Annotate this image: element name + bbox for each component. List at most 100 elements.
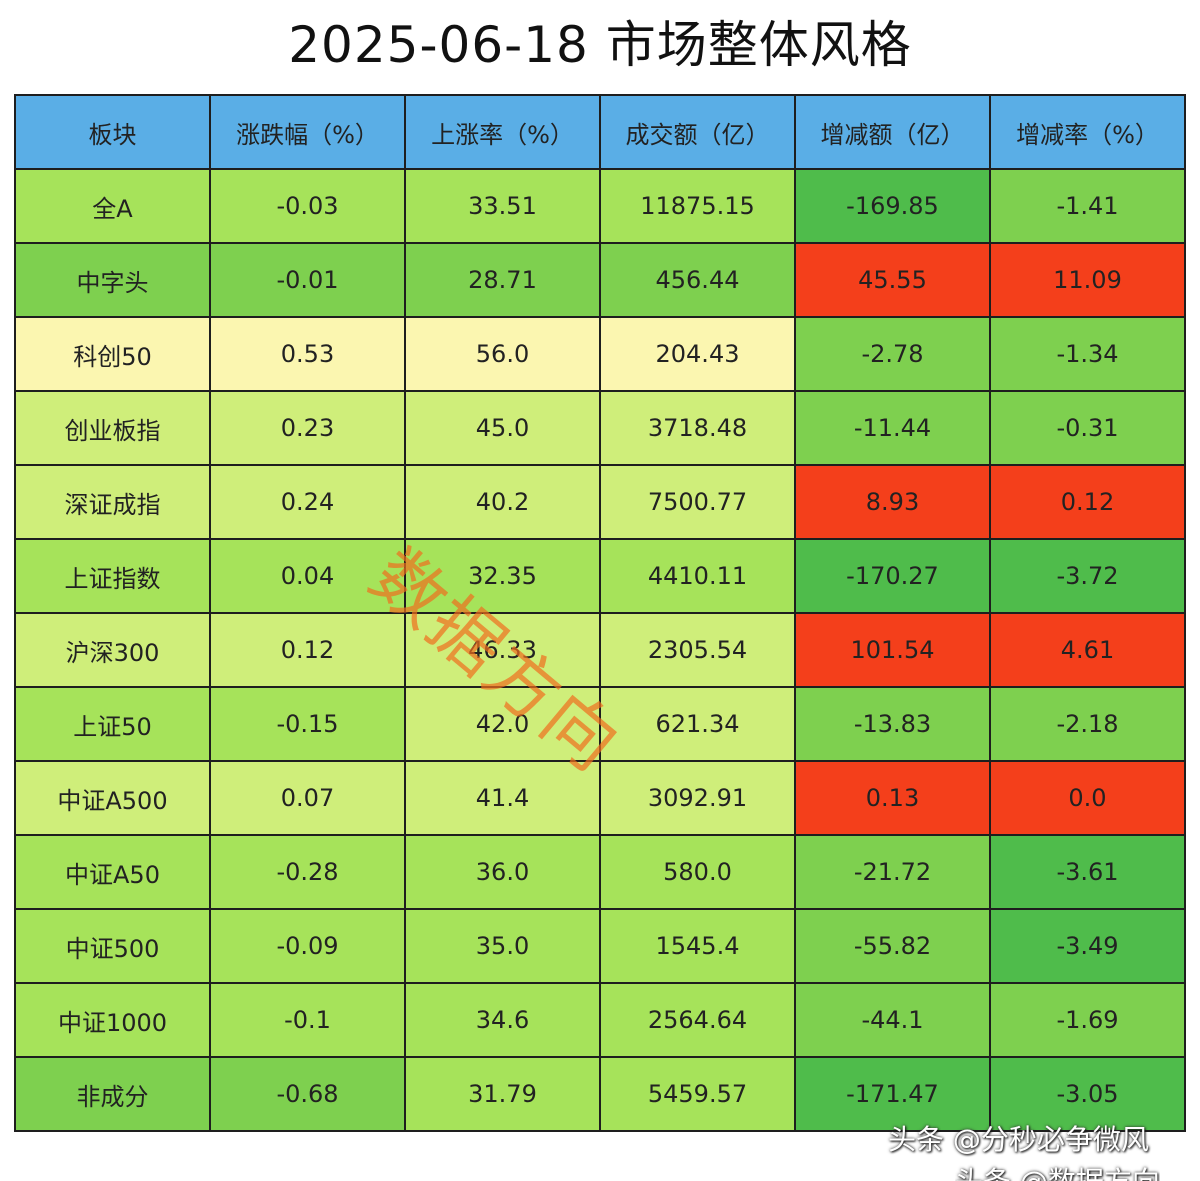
- value-cell: 3092.91: [599, 760, 796, 836]
- sector-name-cell: 全A: [14, 168, 211, 244]
- value-cell: 7500.77: [599, 464, 796, 540]
- table-body: 全A -0.03 33.51 11875.15 -169.85 -1.41 中字头 -0.01…: [14, 168, 1186, 1132]
- table-row: 中证A500 0.07 41.4 3092.91 0.13 0.0: [14, 760, 1186, 836]
- value-cell: 204.43: [599, 316, 796, 392]
- value-cell: 28.71: [404, 242, 601, 318]
- sector-name-cell: 中字头: [14, 242, 211, 318]
- value-cell: -44.1: [794, 982, 991, 1058]
- value-cell: 36.0: [404, 834, 601, 910]
- value-cell: 33.51: [404, 168, 601, 244]
- sector-name-cell: 中证A500: [14, 760, 211, 836]
- value-cell: 45.0: [404, 390, 601, 466]
- column-header: 增减额（亿）: [794, 94, 991, 170]
- sector-name-cell: 中证500: [14, 908, 211, 984]
- value-cell: 4.61: [989, 612, 1186, 688]
- value-cell: 580.0: [599, 834, 796, 910]
- value-cell: 41.4: [404, 760, 601, 836]
- value-cell: -0.31: [989, 390, 1186, 466]
- value-cell: 0.07: [209, 760, 406, 836]
- value-cell: -2.18: [989, 686, 1186, 762]
- value-cell: -0.1: [209, 982, 406, 1058]
- table-row: 全A -0.03 33.51 11875.15 -169.85 -1.41: [14, 168, 1186, 244]
- value-cell: 42.0: [404, 686, 601, 762]
- table-row: 沪深300 0.12 46.33 2305.54 101.54 4.61: [14, 612, 1186, 688]
- sector-name-cell: 中证1000: [14, 982, 211, 1058]
- table-row: 科创50 0.53 56.0 204.43 -2.78 -1.34: [14, 316, 1186, 392]
- value-cell: 11875.15: [599, 168, 796, 244]
- table-row: 中证500 -0.09 35.0 1545.4 -55.82 -3.49: [14, 908, 1186, 984]
- sector-name-cell: 上证指数: [14, 538, 211, 614]
- value-cell: -169.85: [794, 168, 991, 244]
- value-cell: -0.28: [209, 834, 406, 910]
- value-cell: -1.69: [989, 982, 1186, 1058]
- value-cell: -0.15: [209, 686, 406, 762]
- value-cell: 0.12: [989, 464, 1186, 540]
- table-row: 深证成指 0.24 40.2 7500.77 8.93 0.12: [14, 464, 1186, 540]
- value-cell: 56.0: [404, 316, 601, 392]
- value-cell: -55.82: [794, 908, 991, 984]
- value-cell: -2.78: [794, 316, 991, 392]
- source-credit: 头条 @数据方向: [955, 1160, 1160, 1181]
- value-cell: 0.53: [209, 316, 406, 392]
- table-row: 中证A50 -0.28 36.0 580.0 -21.72 -3.61: [14, 834, 1186, 910]
- sector-name-cell: 深证成指: [14, 464, 211, 540]
- value-cell: -13.83: [794, 686, 991, 762]
- value-cell: 40.2: [404, 464, 601, 540]
- value-cell: -171.47: [794, 1056, 991, 1132]
- market-style-table: 板块 涨跌幅（%） 上涨率（%） 成交额（亿） 增减额（亿） 增减率（%） 全A -0.03…: [14, 94, 1186, 1132]
- value-cell: 2564.64: [599, 982, 796, 1058]
- sector-name-cell: 科创50: [14, 316, 211, 392]
- table-row: 创业板指 0.23 45.0 3718.48 -11.44 -0.31: [14, 390, 1186, 466]
- value-cell: -21.72: [794, 834, 991, 910]
- sector-name-cell: 非成分: [14, 1056, 211, 1132]
- value-cell: 45.55: [794, 242, 991, 318]
- sector-name-cell: 上证50: [14, 686, 211, 762]
- value-cell: -3.05: [989, 1056, 1186, 1132]
- value-cell: 0.24: [209, 464, 406, 540]
- column-header: 板块: [14, 94, 211, 170]
- sector-name-cell: 创业板指: [14, 390, 211, 466]
- value-cell: -3.49: [989, 908, 1186, 984]
- value-cell: -170.27: [794, 538, 991, 614]
- value-cell: 3718.48: [599, 390, 796, 466]
- value-cell: -1.41: [989, 168, 1186, 244]
- value-cell: -11.44: [794, 390, 991, 466]
- table-row: 非成分 -0.68 31.79 5459.57 -171.47 -3.05: [14, 1056, 1186, 1132]
- value-cell: 32.35: [404, 538, 601, 614]
- value-cell: 0.0: [989, 760, 1186, 836]
- value-cell: 621.34: [599, 686, 796, 762]
- value-cell: 5459.57: [599, 1056, 796, 1132]
- value-cell: 4410.11: [599, 538, 796, 614]
- sector-name-cell: 中证A50: [14, 834, 211, 910]
- value-cell: 1545.4: [599, 908, 796, 984]
- column-header: 增减率（%）: [989, 94, 1186, 170]
- value-cell: -0.09: [209, 908, 406, 984]
- value-cell: 0.12: [209, 612, 406, 688]
- value-cell: 11.09: [989, 242, 1186, 318]
- column-header: 上涨率（%）: [404, 94, 601, 170]
- value-cell: 8.93: [794, 464, 991, 540]
- value-cell: 0.13: [794, 760, 991, 836]
- value-cell: 101.54: [794, 612, 991, 688]
- value-cell: 34.6: [404, 982, 601, 1058]
- value-cell: 31.79: [404, 1056, 601, 1132]
- value-cell: -0.68: [209, 1056, 406, 1132]
- sector-name-cell: 沪深300: [14, 612, 211, 688]
- table-row: 上证指数 0.04 32.35 4410.11 -170.27 -3.72: [14, 538, 1186, 614]
- value-cell: -0.03: [209, 168, 406, 244]
- table-row: 中字头 -0.01 28.71 456.44 45.55 11.09: [14, 242, 1186, 318]
- value-cell: 2305.54: [599, 612, 796, 688]
- value-cell: 0.04: [209, 538, 406, 614]
- author-credit: 头条 @分秒必争微风: [888, 1123, 1149, 1156]
- value-cell: -1.34: [989, 316, 1186, 392]
- table-row: 上证50 -0.15 42.0 621.34 -13.83 -2.18: [14, 686, 1186, 762]
- value-cell: -3.61: [989, 834, 1186, 910]
- value-cell: 35.0: [404, 908, 601, 984]
- value-cell: -3.72: [989, 538, 1186, 614]
- value-cell: -0.01: [209, 242, 406, 318]
- value-cell: 456.44: [599, 242, 796, 318]
- value-cell: 46.33: [404, 612, 601, 688]
- table-header-row: 板块 涨跌幅（%） 上涨率（%） 成交额（亿） 增减额（亿） 增减率（%）: [14, 94, 1186, 170]
- column-header: 成交额（亿）: [599, 94, 796, 170]
- value-cell: 0.23: [209, 390, 406, 466]
